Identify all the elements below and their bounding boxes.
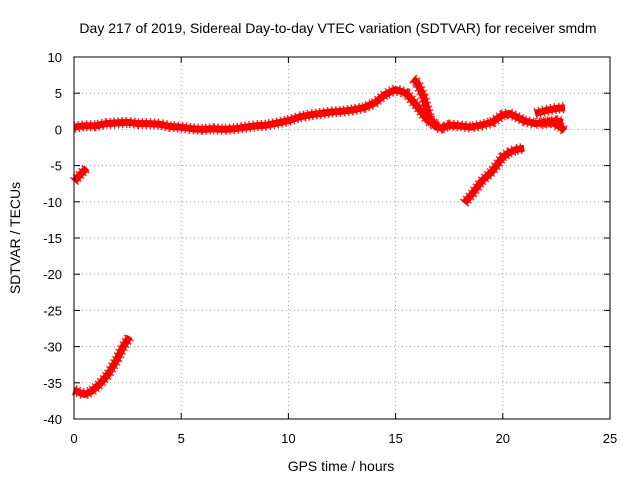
series-band-f — [461, 144, 525, 206]
y-tick-label: -20 — [43, 267, 62, 282]
y-tick-label: 10 — [48, 50, 62, 65]
y-tick-label: -30 — [43, 340, 62, 355]
series-band-b-texture — [409, 74, 565, 134]
x-tick-label: 10 — [281, 431, 295, 446]
x-tick-label: 5 — [178, 431, 185, 446]
x-tick-label: 25 — [603, 431, 617, 446]
x-tick-label: 20 — [496, 431, 510, 446]
y-tick-label: -35 — [43, 376, 62, 391]
y-tick-label: -5 — [50, 159, 62, 174]
y-tick-label: -10 — [43, 195, 62, 210]
x-tick-label: 0 — [70, 431, 77, 446]
series-band-f-texture — [460, 142, 526, 207]
x-tick-label: 15 — [388, 431, 402, 446]
y-tick-label: -25 — [43, 303, 62, 318]
series-band-a-texture — [73, 84, 441, 135]
plot-frame — [73, 56, 611, 420]
series-band-c-texture — [533, 102, 566, 119]
y-tick-labels: 10 5 0 -5 -10 -15 -20 -25 -30 -35 -40 — [43, 50, 62, 427]
y-axis-title: SDTVAR / TECUs — [7, 182, 23, 294]
x-tick-labels: 0 5 10 15 20 25 — [70, 431, 617, 446]
data-series — [69, 74, 569, 400]
y-tick-label: -15 — [43, 231, 62, 246]
y-tick-label: -40 — [43, 412, 62, 427]
y-tick-label: 0 — [55, 122, 62, 137]
series-band-g — [72, 334, 133, 398]
x-axis-title: GPS time / hours — [288, 458, 395, 474]
chart-title: Day 217 of 2019, Sidereal Day-to-day VTE… — [79, 20, 596, 36]
series-band-d-texture — [540, 116, 569, 136]
y-tick-label: 5 — [55, 86, 62, 101]
series-band-e — [71, 165, 90, 184]
series-band-g-texture — [71, 333, 135, 400]
